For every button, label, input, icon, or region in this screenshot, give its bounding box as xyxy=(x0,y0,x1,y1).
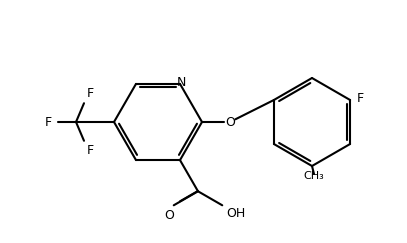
Text: CH₃: CH₃ xyxy=(304,171,324,181)
Text: F: F xyxy=(357,92,364,104)
Text: F: F xyxy=(86,87,94,100)
Text: F: F xyxy=(44,115,52,129)
Text: F: F xyxy=(86,144,94,157)
Text: OH: OH xyxy=(227,207,246,220)
Text: N: N xyxy=(176,76,186,89)
Text: O: O xyxy=(225,115,235,129)
Text: O: O xyxy=(164,209,174,222)
